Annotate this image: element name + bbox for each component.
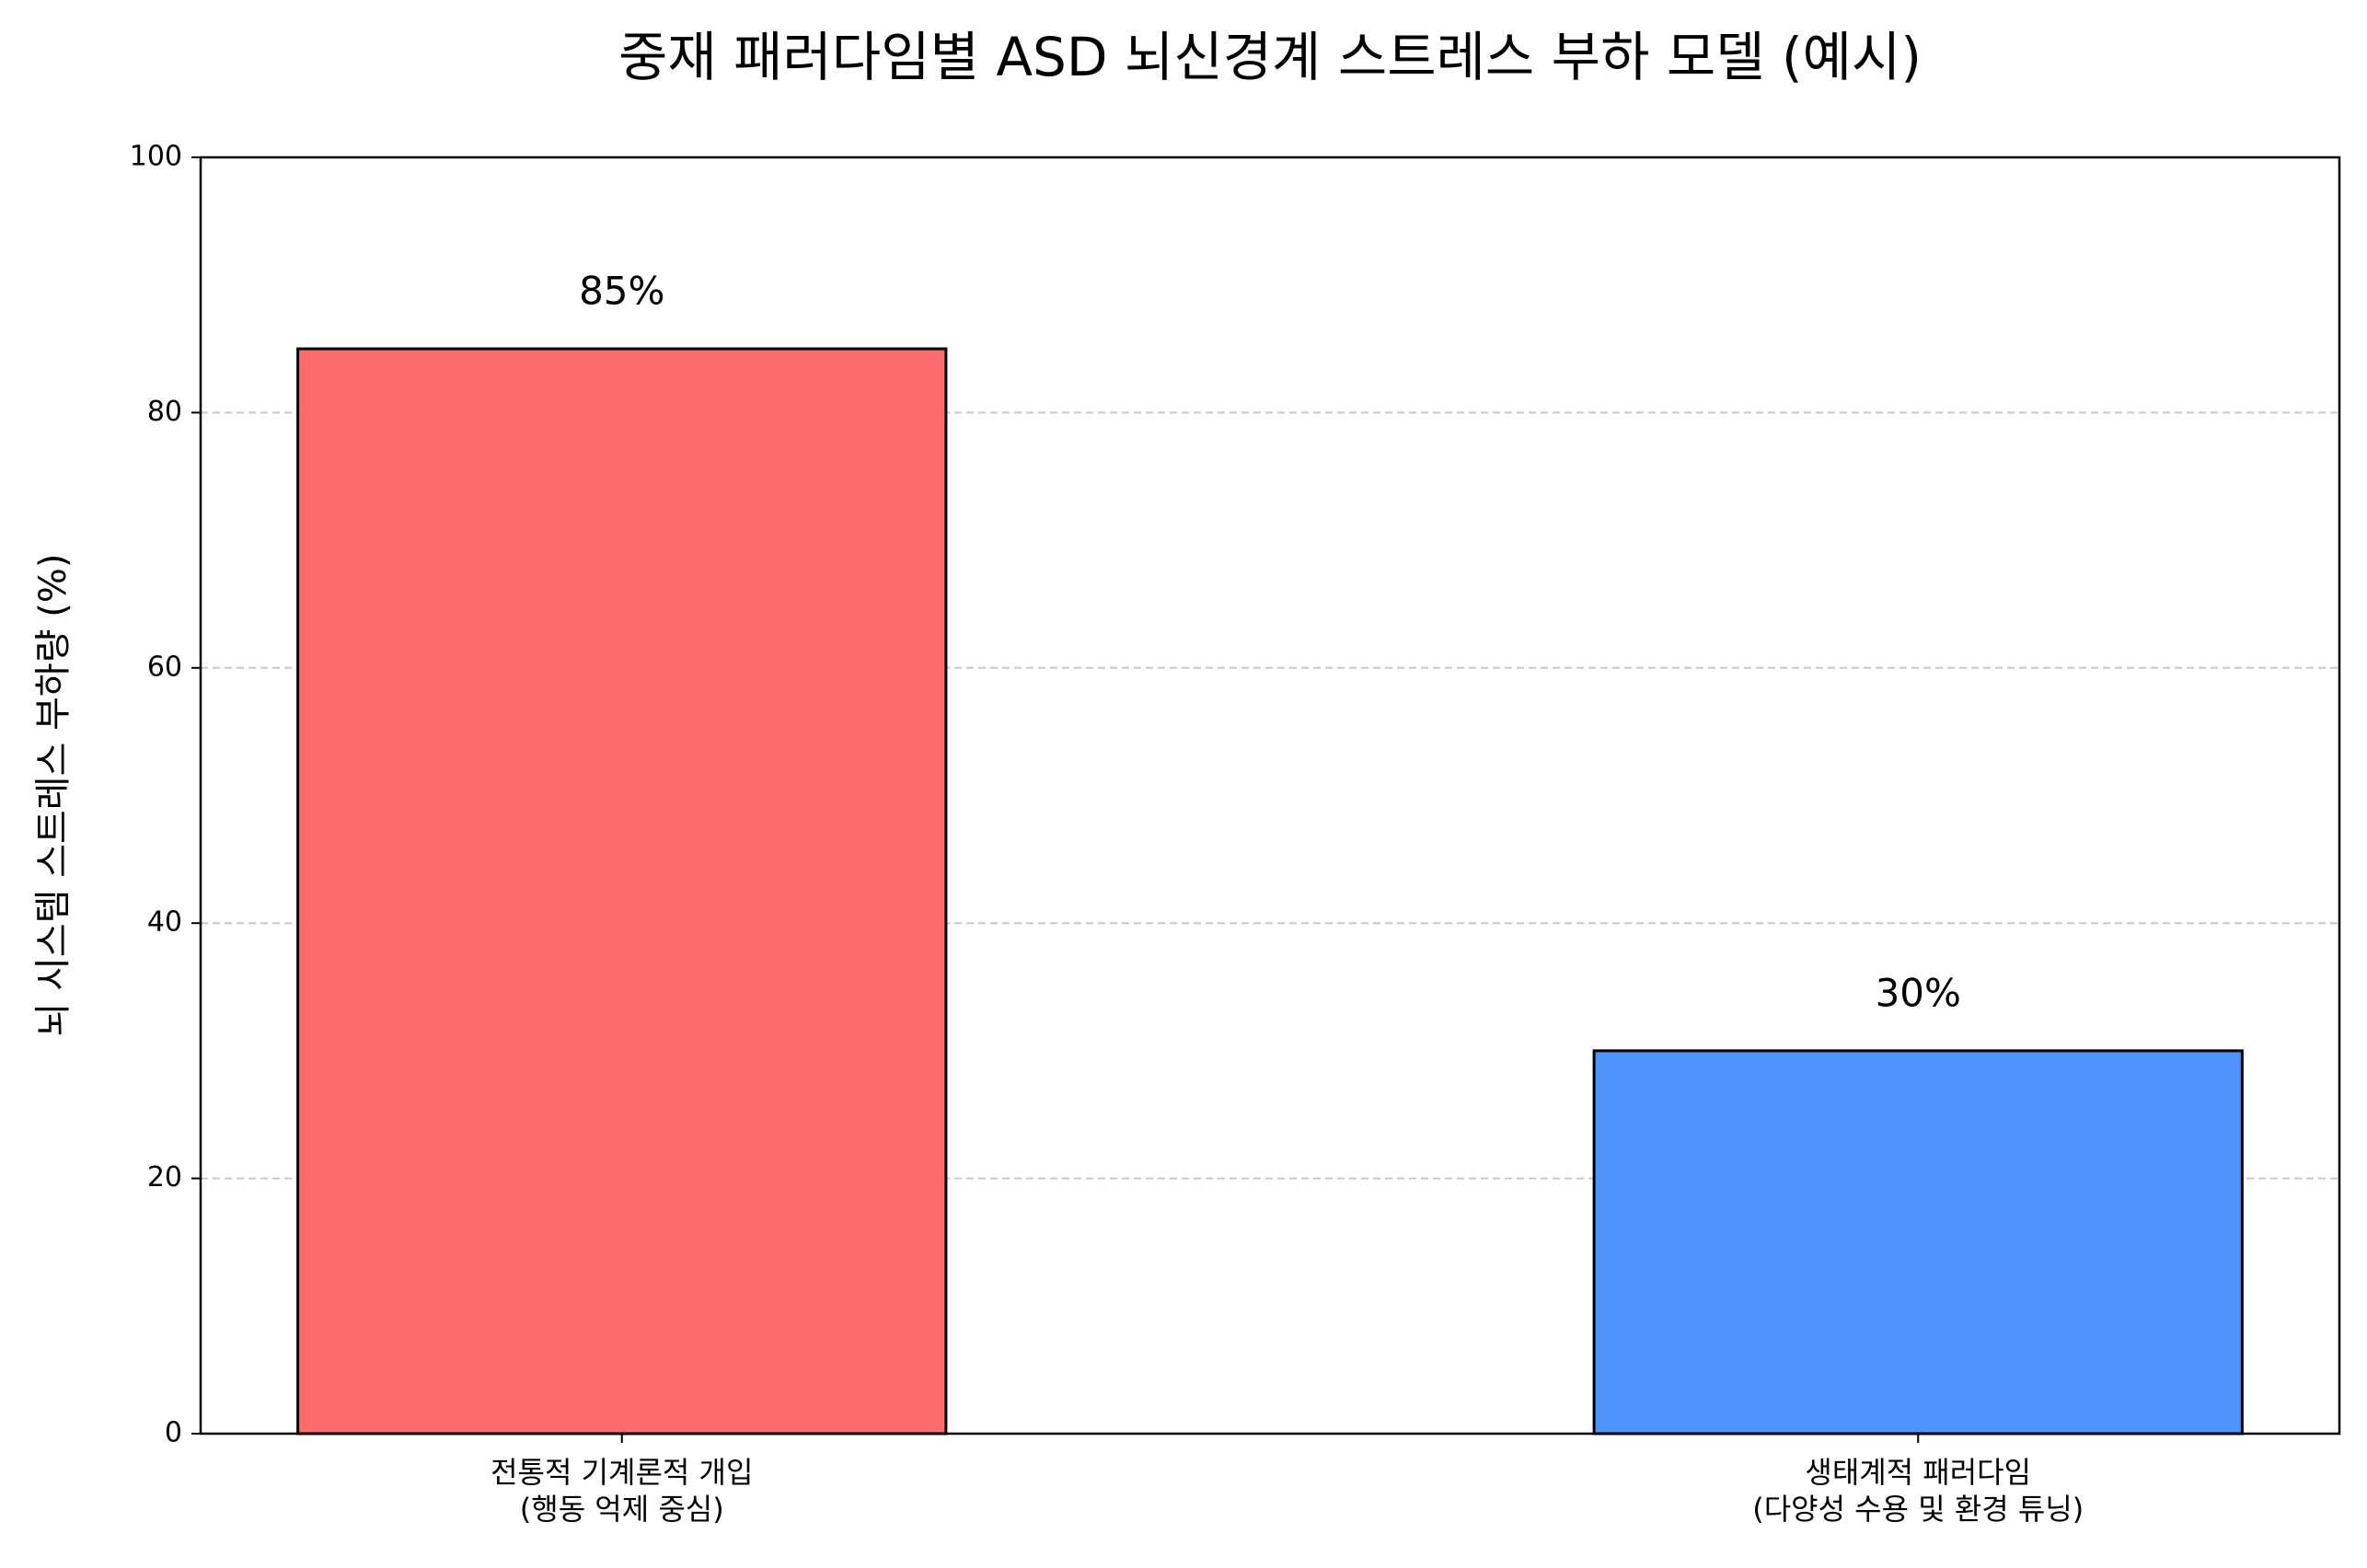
y-tick-label: 20	[147, 1161, 182, 1193]
plot-frame	[199, 156, 2341, 1435]
chart-title: 중재 패러다임별 ASD 뇌신경계 스트레스 부하 모델 (예시)	[618, 26, 1922, 88]
x-tick-label: 전통적 기계론적 개입 (행동 억제 중심)	[491, 1455, 754, 1527]
y-tick-label: 80	[147, 396, 182, 428]
y-tick-label: 0	[165, 1417, 182, 1449]
y-axis-label: 뇌 시스템 스트레스 부하량 (%)	[32, 554, 75, 1037]
y-tick-label: 40	[147, 906, 182, 939]
y-tick-label: 100	[130, 141, 182, 173]
bar	[296, 347, 948, 1435]
value-label: 85%	[579, 269, 664, 314]
y-tick-label: 60	[147, 651, 182, 683]
bar	[1592, 1049, 2244, 1435]
value-label: 30%	[1876, 970, 1961, 1015]
x-tick-label: 생태계적 패러다임 (다양성 수용 및 환경 튜닝)	[1752, 1455, 2084, 1527]
